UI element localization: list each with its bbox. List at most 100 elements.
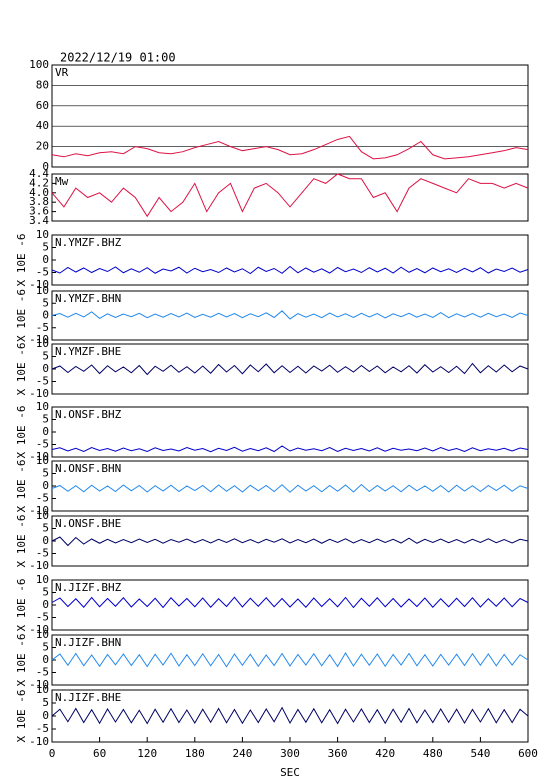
panel-frame [51, 343, 529, 395]
panel-label: N.JIZF.BHN [55, 636, 121, 649]
panel-label: N.YMZF.BHE [55, 345, 121, 358]
trace [51, 706, 529, 725]
panel-frame [51, 689, 529, 743]
y-tick-label: -10 [29, 450, 49, 463]
y-tick-label: -5 [36, 438, 49, 451]
y-tick-label: 0 [42, 709, 49, 722]
panel-label: VR [55, 66, 69, 79]
y-tick-label: 5 [42, 350, 49, 363]
panel-frame [51, 64, 529, 168]
trace [51, 536, 529, 547]
y-tick-label: -5 [36, 492, 49, 505]
panel-frame [51, 234, 529, 286]
y-tick-label: -10 [29, 678, 49, 691]
y-tick-label: 0 [42, 534, 49, 547]
y-tick-label: 100 [29, 58, 49, 71]
y-tick-label: 10 [36, 400, 49, 413]
y-tick-label: 5 [42, 641, 49, 654]
y-tick-label: 10 [36, 628, 49, 641]
panel-label: N.ONSF.BHE [55, 517, 121, 530]
y-axis-label: X 10E -6 [15, 234, 28, 287]
y-tick-label: 0 [42, 309, 49, 322]
x-tick-label: 480 [423, 747, 443, 760]
y-tick-label: 5 [42, 241, 49, 254]
trace [51, 483, 529, 493]
y-tick-label: -10 [29, 387, 49, 400]
y-tick-label: 0 [42, 598, 49, 611]
y-tick-label: 4.0 [29, 186, 49, 199]
y-axis-label: X 10E -6 [15, 690, 28, 743]
y-tick-label: -10 [29, 278, 49, 291]
y-axis-label: X 10E -6 [15, 343, 28, 396]
x-tick-label: 300 [280, 747, 300, 760]
x-tick-label: 120 [137, 747, 157, 760]
y-axis-label: X 10E -6 [15, 634, 28, 687]
y-tick-label: -5 [36, 722, 49, 735]
y-tick-label: 20 [36, 140, 49, 153]
x-tick-label: 240 [232, 747, 252, 760]
trace [51, 652, 529, 668]
trace [51, 173, 529, 218]
x-tick-label: 360 [328, 747, 348, 760]
panel-frame [51, 173, 529, 222]
y-tick-label: -5 [36, 611, 49, 624]
y-tick-label: -10 [29, 504, 49, 517]
y-tick-label: 10 [36, 228, 49, 241]
x-tick-label: 540 [470, 747, 490, 760]
trace [51, 265, 529, 275]
y-tick-label: 10 [36, 454, 49, 467]
y-tick-label: 5 [42, 413, 49, 426]
panel-label: N.YMZF.BHN [55, 292, 121, 305]
y-tick-label: 5 [42, 296, 49, 309]
trace [51, 445, 529, 453]
trace [51, 362, 529, 376]
y-tick-label: 0 [42, 160, 49, 173]
panel-label: N.JIZF.BHE [55, 691, 121, 704]
y-axis-label: X 10E -6 [15, 579, 28, 632]
panel-label: N.JIZF.BHZ [55, 581, 122, 594]
panel-frame [51, 634, 529, 686]
panel-label: N.ONSF.BHZ [55, 408, 122, 421]
y-tick-label: 3.4 [29, 214, 49, 227]
y-tick-label: -5 [36, 547, 49, 560]
panel-frame [51, 406, 529, 458]
y-tick-label: 5 [42, 467, 49, 480]
panel-frame [51, 290, 529, 341]
y-tick-label: -5 [36, 266, 49, 279]
y-axis-label: X 10E -6 [15, 515, 28, 568]
y-tick-label: -10 [29, 333, 49, 346]
y-tick-label: 5 [42, 522, 49, 535]
panel-frame [51, 460, 529, 512]
x-tick-label: 600 [518, 747, 538, 760]
y-axis-label: X 10E -6 [15, 460, 28, 513]
y-tick-label: 0 [42, 653, 49, 666]
y-tick-label: 10 [36, 573, 49, 586]
panel-label: N.ONSF.BHN [55, 462, 121, 475]
y-axis-label: X 10E -6 [15, 289, 28, 342]
y-tick-label: 4.2 [29, 176, 49, 189]
y-tick-label: 4.4 [29, 167, 49, 180]
y-tick-label: -5 [36, 375, 49, 388]
y-tick-label: 5 [42, 696, 49, 709]
y-tick-label: 5 [42, 586, 49, 599]
panel-label: Mw [55, 175, 69, 188]
y-tick-label: 3.8 [29, 195, 49, 208]
trace [51, 596, 529, 609]
y-tick-label: 10 [36, 284, 49, 297]
trace [51, 310, 529, 320]
y-tick-label: 60 [36, 99, 49, 112]
y-tick-label: 10 [36, 509, 49, 522]
y-tick-label: -10 [29, 559, 49, 572]
y-tick-label: -5 [36, 321, 49, 334]
chart-title: 2022/12/19 01:00 [60, 51, 176, 65]
y-tick-label: 0 [42, 362, 49, 375]
y-tick-label: 10 [36, 337, 49, 350]
panel-label: N.YMZF.BHZ [55, 236, 122, 249]
panel-frame [51, 515, 529, 567]
y-tick-label: -5 [36, 666, 49, 679]
y-tick-label: 0 [42, 479, 49, 492]
y-tick-label: -10 [29, 623, 49, 636]
y-tick-label: 0 [42, 425, 49, 438]
y-tick-label: 40 [36, 119, 49, 132]
